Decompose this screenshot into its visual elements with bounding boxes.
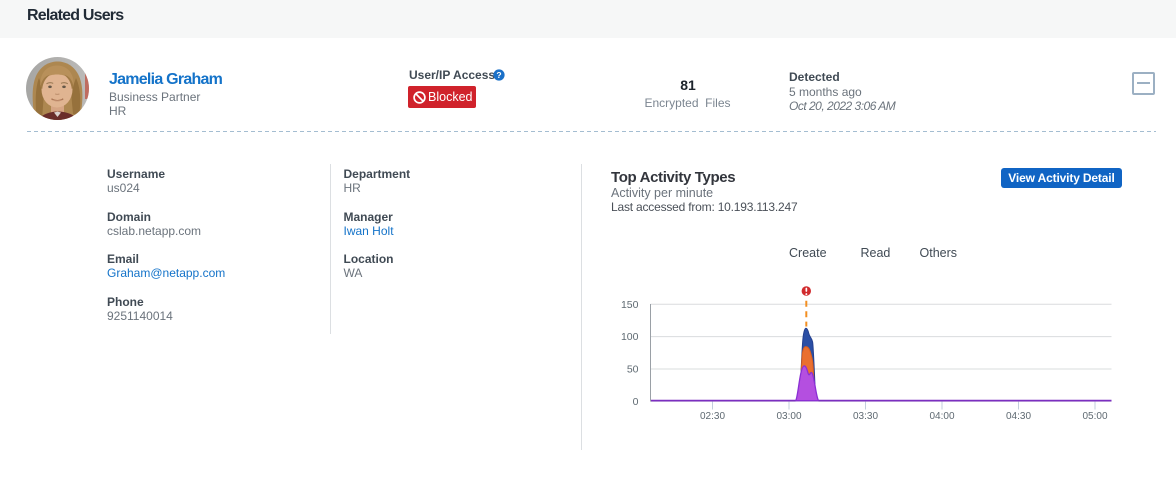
svg-text:0: 0 xyxy=(633,396,639,408)
svg-text:100: 100 xyxy=(621,331,639,343)
svg-text:50: 50 xyxy=(627,364,639,376)
svg-text:03:30: 03:30 xyxy=(853,411,878,422)
svg-text:03:00: 03:00 xyxy=(776,411,801,422)
svg-text:04:30: 04:30 xyxy=(1006,411,1031,422)
svg-text:05:00: 05:00 xyxy=(1082,411,1107,422)
svg-text:02:30: 02:30 xyxy=(700,411,725,422)
svg-text:150: 150 xyxy=(621,299,639,311)
svg-text:?: ? xyxy=(496,70,501,80)
svg-text:04:00: 04:00 xyxy=(929,411,954,422)
